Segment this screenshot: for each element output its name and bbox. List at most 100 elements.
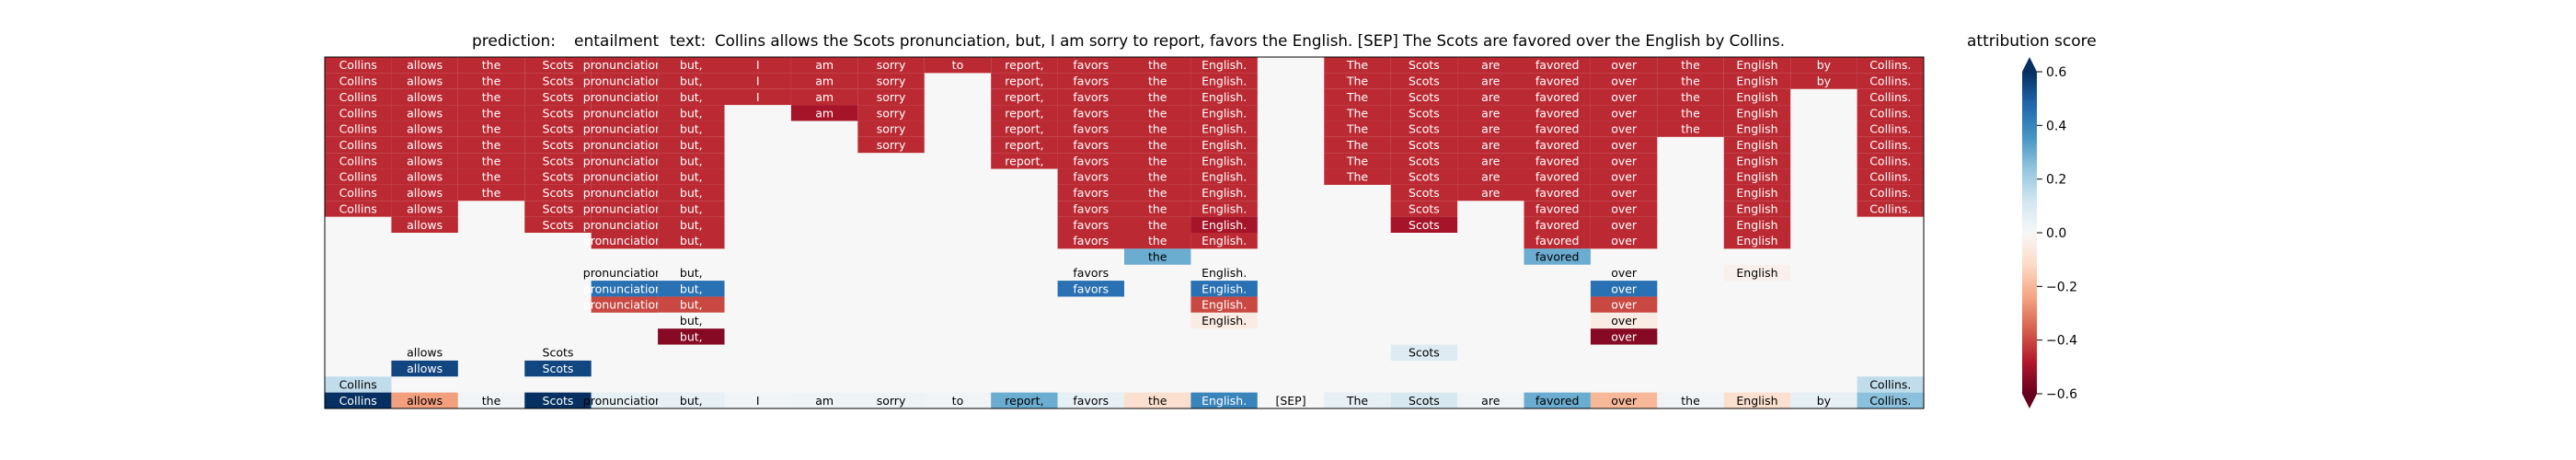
heatmap-cell bbox=[1324, 121, 1391, 137]
heatmap-cell bbox=[991, 105, 1058, 121]
heatmap-cell bbox=[1457, 184, 1524, 201]
heatmap-cell bbox=[658, 88, 725, 106]
heatmap-cell bbox=[1857, 376, 1924, 393]
heatmap-cell-token: The bbox=[1346, 75, 1369, 88]
heatmap-cell bbox=[1324, 88, 1391, 106]
heatmap-cell bbox=[1590, 201, 1658, 217]
heatmap-cell bbox=[1057, 136, 1124, 154]
heatmap-cell-token: report, bbox=[1005, 394, 1043, 408]
heatmap-cell bbox=[1524, 153, 1591, 169]
heatmap-cell-token: report, bbox=[1005, 138, 1043, 152]
heatmap-cell bbox=[1057, 153, 1124, 169]
heatmap-cell-token: am bbox=[815, 106, 834, 120]
heatmap-cell-token: are bbox=[1481, 170, 1501, 184]
colorbar-ticks: 0.6 0.4 0.2 0.0 −0.2 −0.4 −0.6 bbox=[2037, 65, 2077, 402]
heatmap-cell-token: are bbox=[1481, 75, 1501, 88]
heatmap-cell bbox=[658, 105, 725, 121]
colorbar-top-extension bbox=[2022, 57, 2037, 72]
heatmap-cell-token: The bbox=[1346, 58, 1369, 72]
heatmap-cell bbox=[1723, 136, 1791, 154]
heatmap-cell-token: Scots bbox=[1409, 186, 1440, 200]
heatmap-cell bbox=[325, 88, 392, 106]
heatmap-cell bbox=[457, 168, 525, 185]
heatmap-cell-token: pronunciation, bbox=[583, 394, 666, 408]
heatmap-cell bbox=[1124, 248, 1191, 265]
heatmap-cell-token: favored bbox=[1535, 250, 1580, 264]
heatmap-cell bbox=[1390, 184, 1458, 201]
heatmap-cell-token: but, bbox=[680, 282, 703, 295]
heatmap-cell-token: English. bbox=[1202, 218, 1247, 232]
heatmap-cell-token: favored bbox=[1535, 90, 1580, 104]
heatmap-cell-token: are bbox=[1481, 138, 1501, 152]
heatmap-cell-token: favors bbox=[1073, 138, 1109, 152]
heatmap-cell-token: pronunciation, bbox=[583, 186, 666, 200]
heatmap-cell bbox=[790, 392, 858, 408]
heatmap-cell-token: report, bbox=[1005, 75, 1043, 88]
heatmap-cell bbox=[591, 392, 659, 408]
heatmap-cell-token: over bbox=[1611, 122, 1638, 136]
heatmap-cell-token: sorry bbox=[877, 138, 906, 152]
heatmap-cell bbox=[991, 121, 1058, 137]
heatmap-cell-token: Scots bbox=[543, 218, 574, 232]
heatmap-cell bbox=[1524, 233, 1591, 249]
heatmap-cell-token: The bbox=[1346, 394, 1369, 408]
heatmap-cell-token: are bbox=[1481, 154, 1501, 167]
heatmap-cell bbox=[1124, 121, 1191, 137]
heatmap-cell-token: allows bbox=[407, 122, 443, 136]
heatmap-cell bbox=[1590, 88, 1658, 106]
heatmap-cell-token: but, bbox=[680, 329, 703, 343]
heatmap-cell bbox=[591, 201, 659, 217]
heatmap-cell-token: over bbox=[1611, 282, 1638, 295]
heatmap-cell bbox=[1457, 105, 1524, 121]
heatmap-cell bbox=[658, 281, 725, 297]
heatmap-cell bbox=[1457, 73, 1524, 89]
heatmap-cell bbox=[524, 344, 592, 361]
heatmap-cell bbox=[1390, 88, 1458, 106]
heatmap-cell bbox=[1723, 73, 1791, 89]
heatmap-cell bbox=[1190, 296, 1258, 313]
heatmap-cell bbox=[1324, 392, 1391, 408]
heatmap-cell bbox=[1657, 392, 1724, 408]
heatmap-cell bbox=[1124, 153, 1191, 169]
heatmap-cell bbox=[391, 57, 458, 74]
heatmap-cell bbox=[1057, 216, 1124, 233]
heatmap-cell bbox=[1524, 184, 1591, 201]
heatmap-cell-token: over bbox=[1611, 234, 1638, 247]
heatmap-cell-token: I bbox=[756, 75, 760, 88]
heatmap-cell bbox=[1857, 73, 1924, 89]
heatmap-cell bbox=[1590, 312, 1658, 329]
heatmap-cell bbox=[1723, 216, 1791, 233]
heatmap-cell bbox=[1524, 136, 1591, 154]
heatmap-cell bbox=[1524, 73, 1591, 89]
heatmap-cell bbox=[1257, 392, 1325, 408]
heatmap-cell-token: the bbox=[482, 106, 501, 120]
heatmap-cell-token: Scots bbox=[543, 106, 574, 120]
heatmap-cell-token: pronunciation, bbox=[583, 90, 666, 104]
heatmap-cell-token: to bbox=[952, 394, 964, 408]
heatmap-cell bbox=[658, 168, 725, 185]
heatmap-cell-token: Collins. bbox=[1869, 154, 1911, 167]
heatmap-cell bbox=[1190, 105, 1258, 121]
heatmap-cell bbox=[524, 184, 592, 201]
heatmap-cell bbox=[1590, 105, 1658, 121]
heatmap-cell bbox=[1590, 264, 1658, 282]
heatmap-cell-token: but, bbox=[680, 154, 703, 167]
heatmap-cell bbox=[1590, 153, 1658, 169]
heatmap-cell-token: favored bbox=[1535, 58, 1580, 72]
heatmap-cell-token: but, bbox=[680, 90, 703, 104]
heatmap-cell bbox=[1124, 57, 1191, 74]
heatmap-cell bbox=[1857, 153, 1924, 169]
heatmap-cell bbox=[1723, 88, 1791, 106]
heatmap-cell-token: am bbox=[815, 90, 834, 104]
heatmap-cell bbox=[1190, 216, 1258, 233]
heatmap-cell-token: pronunciation, bbox=[583, 298, 666, 312]
heatmap-cell-token: allows bbox=[407, 90, 443, 104]
colorbar-tick-label: 0.4 bbox=[2046, 119, 2066, 133]
heatmap-cell bbox=[1590, 328, 1658, 345]
heatmap-cell bbox=[1457, 392, 1524, 408]
heatmap-cell bbox=[1657, 73, 1724, 89]
heatmap-cell bbox=[857, 136, 925, 154]
heatmap-cell bbox=[1124, 168, 1191, 185]
heatmap-cell-token: Collins bbox=[339, 201, 377, 215]
heatmap-cell bbox=[658, 57, 725, 74]
